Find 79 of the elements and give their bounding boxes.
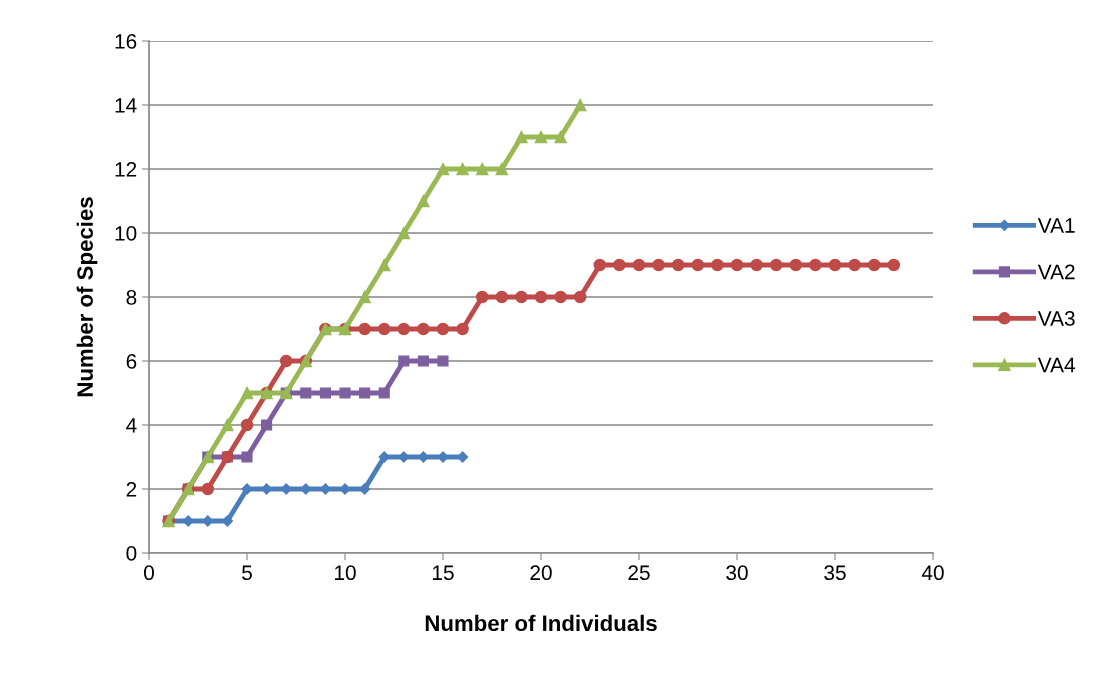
point (378, 387, 390, 399)
y-tick-label: 16 (115, 34, 137, 49)
point (534, 290, 548, 304)
point (279, 354, 293, 368)
point (417, 322, 430, 336)
point (711, 258, 724, 272)
point (613, 258, 626, 272)
x-tick-label: 35 (824, 565, 846, 581)
point (377, 258, 391, 272)
y-tick-label: 0 (126, 546, 137, 561)
point (241, 451, 253, 463)
x-tick-label: 30 (726, 565, 748, 581)
point (358, 290, 371, 304)
point (887, 258, 901, 272)
x-axis-title: Number of Individuals (425, 614, 657, 632)
x-tick-label: 20 (530, 565, 552, 581)
point (809, 258, 822, 272)
point (221, 418, 234, 432)
y-tick-label: 2 (126, 482, 137, 497)
legend-label: VA1 (1037, 218, 1075, 233)
point (573, 290, 587, 304)
point (867, 258, 881, 272)
legend-label: VA3 (1037, 311, 1075, 326)
point (456, 322, 469, 336)
point (417, 355, 429, 367)
point (300, 387, 312, 399)
point (671, 258, 685, 272)
point (436, 322, 450, 336)
point (377, 322, 391, 336)
x-tick-label: 15 (433, 565, 454, 581)
point (495, 290, 509, 304)
y-tick-label: 4 (126, 418, 137, 433)
point (515, 290, 528, 304)
x-tick-label: 40 (921, 565, 944, 581)
point (397, 226, 411, 240)
point (632, 258, 646, 272)
point (691, 258, 705, 272)
x-tick-label: 25 (628, 565, 650, 581)
y-tick-label: 14 (115, 98, 137, 113)
point (240, 386, 254, 400)
legend-label: VA2 (1037, 264, 1075, 280)
x-tick-label: 5 (242, 565, 252, 581)
point (730, 258, 744, 272)
point (769, 258, 783, 272)
point (261, 419, 273, 431)
y-tick-label: 10 (115, 226, 137, 241)
point (397, 322, 411, 336)
point (495, 162, 509, 176)
point (789, 258, 803, 272)
y-tick-label: 8 (126, 290, 137, 305)
legend-label: VA4 (1037, 357, 1075, 373)
point (240, 418, 254, 432)
x-tick-label: 10 (335, 565, 356, 581)
x-tick-label: 0 (144, 565, 154, 581)
point (848, 258, 861, 272)
point (652, 258, 665, 272)
point (475, 162, 489, 176)
point (475, 290, 489, 304)
y-axis-title: Number of Species (76, 197, 98, 397)
point (534, 130, 548, 144)
point (828, 258, 842, 272)
point (456, 162, 469, 176)
point (554, 290, 567, 304)
point (201, 482, 215, 496)
point (339, 387, 351, 399)
point (593, 258, 607, 272)
point (436, 162, 450, 176)
y-tick-label: 12 (115, 162, 137, 177)
point (319, 387, 331, 399)
point (358, 322, 371, 336)
point (573, 98, 587, 112)
point (417, 194, 430, 208)
y-tick-label: 6 (126, 354, 137, 369)
point (359, 387, 371, 399)
point (398, 355, 410, 367)
point (515, 130, 528, 144)
point (554, 130, 567, 144)
point (750, 258, 763, 272)
point (437, 355, 449, 367)
